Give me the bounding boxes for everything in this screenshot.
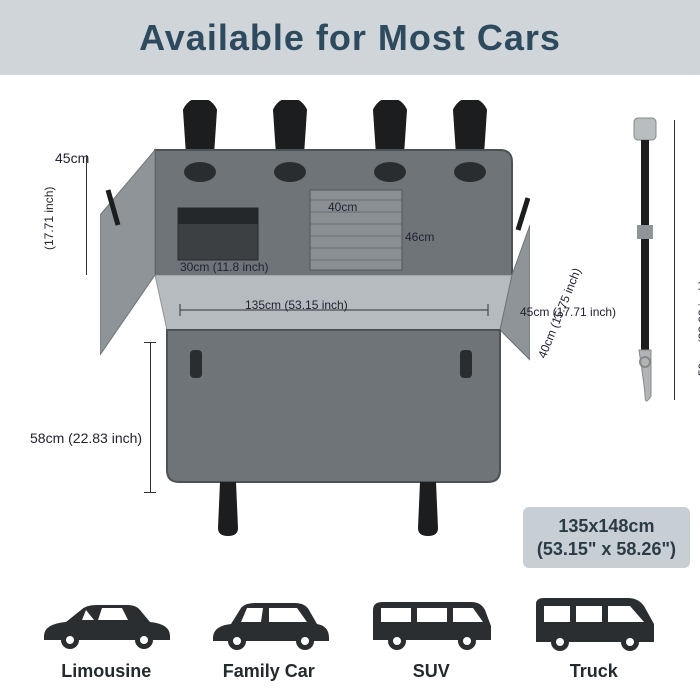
car-label-suv: SUV	[413, 661, 450, 682]
dim-line-belt	[674, 120, 675, 400]
dim-line-left-v	[86, 155, 87, 275]
dim-tick-2	[144, 492, 156, 493]
dim-tick-1	[144, 342, 156, 343]
dim-top-h: 45cm	[55, 150, 89, 166]
title-bar: Available for Most Cars	[0, 0, 700, 75]
car-label-family: Family Car	[223, 661, 315, 682]
dim-window-w: 40cm	[328, 200, 357, 214]
car-cell-suv: SUV	[356, 596, 506, 682]
car-types-row: Limousine Family Car SUV Tru	[0, 595, 700, 700]
overall-size-line1: 135x148cm	[537, 515, 676, 538]
diagram-area: 45cm (17.71 inch) 30cm (11.8 inch) 40cm …	[0, 80, 700, 590]
sedan-icon	[36, 596, 176, 651]
car-label-truck: Truck	[570, 661, 618, 682]
overall-size-box: 135x148cm (53.15" x 58.26")	[523, 507, 690, 568]
seat-cover-diagram	[100, 100, 530, 540]
seat-belt-accessory	[625, 110, 665, 410]
car-cell-truck: Truck	[519, 596, 669, 682]
car-cell-family: Family Car	[194, 596, 344, 682]
dim-top-h-in: (17.71 inch)	[42, 187, 56, 250]
dim-window-h: 46cm	[405, 230, 434, 244]
dim-belt: 59cm (23.23 inch)	[696, 280, 700, 376]
van-icon	[524, 596, 664, 651]
dim-front-h: 58cm (22.83 inch)	[30, 430, 142, 446]
overall-size-line2: (53.15" x 58.26")	[537, 538, 676, 561]
dim-pocket-w: 30cm (11.8 inch)	[180, 260, 268, 274]
hatch-icon	[199, 596, 339, 651]
dim-seat-w: 135cm (53.15 inch)	[245, 298, 348, 312]
suv-icon	[361, 596, 501, 651]
car-label-limousine: Limousine	[61, 661, 151, 682]
dim-line-front-v	[150, 342, 151, 492]
page-title: Available for Most Cars	[139, 17, 561, 59]
car-cell-limousine: Limousine	[31, 596, 181, 682]
